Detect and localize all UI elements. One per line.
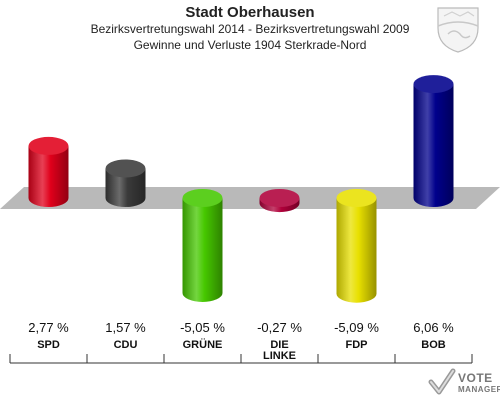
- chart-title: Stadt Oberhausen: [185, 4, 315, 21]
- bar-bottom-cap: [28, 189, 69, 207]
- logo-text-vote: VOTE: [458, 371, 493, 385]
- bar-bottom-cap: [336, 284, 377, 303]
- value-label: -0,27 %: [257, 320, 302, 335]
- category-label: FDP: [346, 339, 368, 351]
- chart-subtitle-district: Gewinne und Verluste 1904 Sterkrade-Nord: [133, 38, 367, 52]
- bar-body: [413, 84, 454, 198]
- bar-gr-ne: [182, 189, 223, 302]
- checkmark-logo-icon: [428, 368, 456, 395]
- logo-text-manager: MANAGER: [458, 385, 500, 394]
- value-label: -5,09 %: [334, 320, 379, 335]
- bar-fdp: [336, 189, 377, 303]
- coat-of-arms-icon: [437, 7, 479, 53]
- bar-top-cap: [28, 136, 69, 155]
- bar-bottom-cap: [182, 283, 223, 302]
- value-label: 6,06 %: [413, 320, 454, 335]
- bar-cdu: [105, 159, 146, 207]
- bar-bob: [413, 75, 454, 207]
- bar-body: [182, 198, 223, 293]
- bar-top-cap: [182, 189, 223, 207]
- vote-manager-logo: VOTE MANAGER: [428, 368, 500, 398]
- category-label: CDU: [114, 339, 138, 351]
- bar-body: [336, 198, 377, 294]
- value-label: -5,05 %: [180, 320, 225, 335]
- bar-die-linke: [259, 189, 300, 213]
- category-label: LINKE: [263, 350, 296, 362]
- bar-top-cap: [413, 75, 454, 94]
- bar-top-cap: [105, 159, 146, 178]
- chart-subtitle-election: Bezirksvertretungswahl 2014 - Bezirksver…: [90, 22, 410, 36]
- bar-bottom-cap: [413, 189, 454, 207]
- bar-spd: [28, 136, 69, 207]
- bar-top-cap: [336, 189, 377, 207]
- category-label: DIE: [270, 339, 288, 351]
- bar-top-cap: [259, 189, 300, 207]
- value-label: 1,57 %: [105, 320, 146, 335]
- category-label: GRÜNE: [183, 338, 223, 351]
- category-label: BOB: [421, 339, 446, 351]
- bar-bottom-cap: [105, 189, 146, 207]
- value-label: 2,77 %: [28, 320, 69, 335]
- category-label: SPD: [37, 339, 60, 351]
